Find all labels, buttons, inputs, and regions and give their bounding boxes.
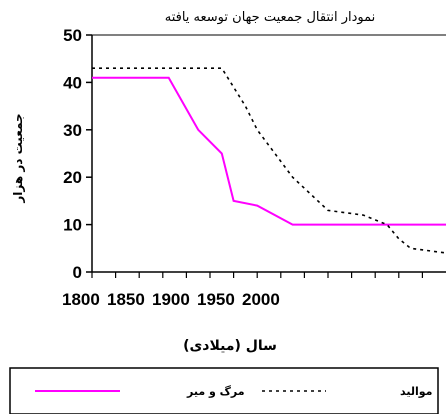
y-tick-label: 20 — [63, 168, 82, 187]
series-line-2 — [92, 67, 446, 254]
x-tick-label: 1850 — [107, 290, 145, 309]
legend-box — [9, 367, 439, 414]
y-axis-ticks: 0 10 20 30 40 50 — [63, 26, 92, 282]
y-tick-label: 30 — [63, 121, 82, 140]
x-tick-label: 1800 — [62, 290, 100, 309]
x-axis-ticks: 1800 1850 1900 1950 2000 — [62, 272, 423, 309]
chart-title: نمودار انتقال جمعیت جهان توسعه یافته — [165, 10, 376, 25]
series-layer — [92, 67, 446, 254]
y-tick-label: 0 — [73, 263, 82, 282]
series-line-1 — [92, 76, 446, 226]
legend-label-1: مرگ و میر — [186, 384, 245, 398]
y-tick-label: 50 — [63, 26, 82, 45]
x-tick-label: 2000 — [242, 290, 280, 309]
x-axis-label: سال (میلادی) — [183, 338, 277, 354]
y-tick-label: 40 — [63, 73, 82, 92]
x-tick-label: 1950 — [197, 290, 235, 309]
x-tick-label: 1900 — [152, 290, 190, 309]
legend-label-2: موالید — [400, 385, 432, 398]
y-tick-label: 10 — [63, 216, 82, 235]
y-axis-label: جمعیت در هزار — [11, 113, 25, 203]
legend: مرگ و میر موالید — [35, 384, 432, 398]
